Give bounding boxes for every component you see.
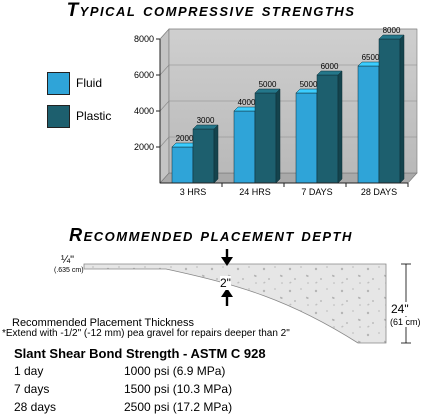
thin-edge-metric: (.635 cm) [54,267,84,274]
bar-plastic-1 [254,88,281,184]
gridline [159,64,170,76]
mid-thickness-label: 2" [220,276,231,290]
bond-value: 1000 psi (6.9 MPa) [124,364,226,378]
gridline [159,100,170,112]
y-tick-label: 4000 [134,106,154,116]
bond-value: 1500 psi (10.3 MPa) [124,382,233,396]
data-label: 3000 [197,116,215,125]
x-tick-label: 28 DAYS [361,187,397,197]
chart-title: Typical compressive strengths [66,0,356,21]
bond-value: 2500 psi (17.2 MPa) [124,400,233,414]
placement-caption: Recommended Placement Thickness [12,317,194,329]
y-tick-label: 2000 [134,142,154,152]
bar-plastic-3 [378,34,405,184]
data-label: 6500 [362,53,380,62]
gridline [159,136,170,148]
bond-age: 1 day [14,364,44,378]
depth-metric: (61 cm) [390,317,421,327]
thin-edge-label: ¼" [61,254,75,266]
x-tick-label: 24 HRS [239,187,271,197]
y-tick-label: 8000 [134,34,154,44]
data-label: 2000 [176,134,194,143]
data-label: 5000 [259,80,277,89]
x-tick-label: 3 HRS [180,187,207,197]
legend-label-fluid: Fluid [76,76,103,90]
diagram-title: Recommended placement depth [69,225,353,245]
depth-label: 24" [391,302,409,316]
data-label: 6000 [321,62,339,71]
gridline [159,28,170,40]
arrow-down-head [221,257,233,266]
legend-label-plastic: Plastic [76,109,112,123]
bar-plastic-2 [316,70,343,184]
legend-swatch-fluid [47,72,70,95]
x-tick-label: 7 DAYS [301,187,332,197]
data-label: 8000 [383,26,401,35]
data-label: 4000 [238,98,256,107]
legend-swatch-plastic [47,105,70,128]
bar-plastic-0 [192,124,219,184]
bond-age: 7 days [14,382,50,396]
bond-heading: Slant Shear Bond Strength - ASTM C 928 [14,346,266,361]
y-tick-label: 6000 [134,70,154,80]
data-label: 5000 [300,80,318,89]
placement-footnote: *Extend with -1/2" (-12 mm) pea gravel f… [2,328,290,339]
bond-age: 28 days [14,400,57,414]
